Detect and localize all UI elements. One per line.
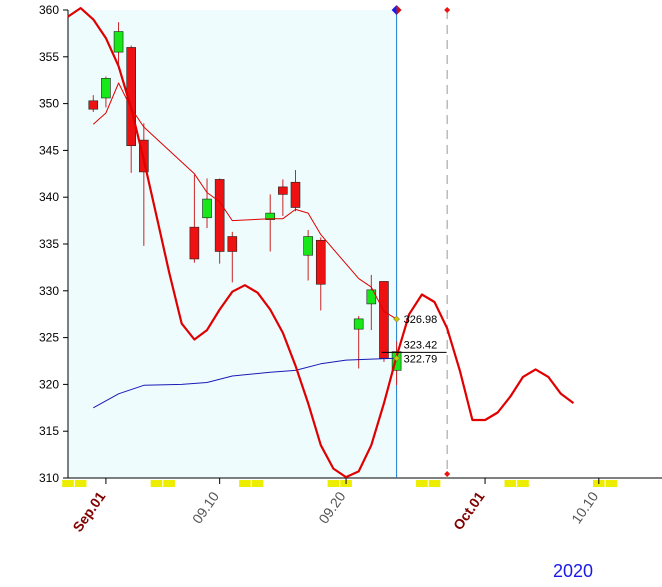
- candle-body-down: [227, 236, 238, 252]
- candle: [379, 281, 389, 362]
- weekend-marker: [605, 480, 618, 487]
- candle-body-down: [290, 181, 301, 208]
- candle-body-up: [303, 236, 313, 256]
- candle: [227, 231, 238, 283]
- x-tick-label: 10.10: [568, 488, 601, 526]
- candle: [101, 76, 111, 108]
- weekend-marker: [163, 480, 175, 487]
- weekend-marker: [239, 480, 251, 487]
- candle: [202, 178, 212, 229]
- y-tick-label: 325: [39, 331, 59, 345]
- candle-body-down: [214, 179, 225, 252]
- ma-long-line: [93, 357, 397, 409]
- year-label: 2020: [553, 561, 593, 581]
- candle-body-up: [101, 78, 111, 99]
- candle: [189, 174, 200, 263]
- value-marker: [393, 315, 400, 323]
- current-marker-right: [396, 5, 402, 15]
- value-label: 323.42: [404, 339, 438, 351]
- candle-body-up: [265, 212, 276, 220]
- candle: [303, 229, 313, 281]
- candle: [278, 179, 288, 216]
- weekend-marker: [327, 480, 340, 487]
- candle-body-up: [113, 31, 124, 53]
- value-label: 322.79: [404, 353, 438, 365]
- candle: [315, 237, 326, 311]
- y-tick-label: 335: [39, 237, 59, 251]
- candle: [113, 22, 124, 69]
- y-tick-label: 310: [39, 471, 59, 485]
- weekend-marker: [416, 480, 428, 487]
- candle: [88, 95, 99, 113]
- y-tick-label: 320: [39, 377, 59, 391]
- current-marker-left: [391, 5, 397, 15]
- x-tick-label: 09.20: [315, 488, 348, 526]
- projection-marker-bottom: [444, 471, 451, 477]
- candle: [366, 274, 377, 331]
- x-tick-label: Oct.01: [450, 488, 488, 532]
- candle-body-down: [189, 226, 200, 260]
- candle-body-down: [315, 239, 326, 285]
- value-marker: [393, 354, 400, 362]
- weekend-marker: [517, 480, 529, 487]
- candle-body-down: [278, 186, 288, 195]
- projection-marker-top: [444, 7, 451, 13]
- candle-body-up: [353, 318, 364, 330]
- cycle-projection-line: [67, 7, 575, 479]
- y-tick-label: 350: [39, 97, 59, 111]
- y-tick-label: 360: [39, 3, 59, 17]
- weekend-marker: [504, 480, 517, 487]
- y-tick-label: 330: [39, 284, 59, 298]
- candle: [290, 170, 301, 212]
- candle-body-up: [202, 198, 212, 219]
- weekend-marker: [251, 480, 264, 487]
- y-tick-label: 345: [39, 143, 59, 157]
- value-label: 326.98: [404, 314, 438, 326]
- y-tick-label: 340: [39, 190, 59, 204]
- candle: [214, 178, 225, 264]
- weekend-marker: [428, 480, 441, 487]
- weekend-marker: [74, 480, 87, 487]
- y-tick-label: 355: [39, 50, 59, 64]
- weekend-marker: [62, 480, 74, 487]
- candle-body-down: [379, 281, 389, 359]
- candle-body-up: [366, 289, 377, 305]
- candle-body-down: [88, 100, 99, 110]
- weekend-marker: [150, 480, 163, 487]
- y-tick-label: 315: [39, 424, 59, 438]
- candle: [265, 194, 276, 252]
- x-tick-label: Sep.01: [69, 488, 108, 534]
- x-tick-label: 09.10: [189, 488, 222, 526]
